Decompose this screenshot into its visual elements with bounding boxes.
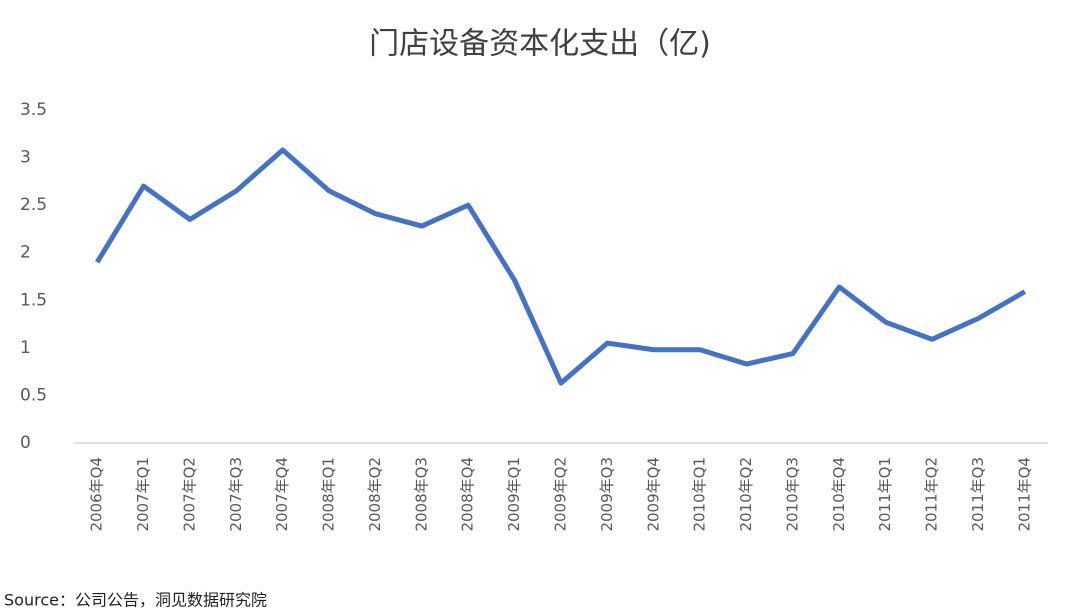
x-tick-label: 2009年Q3 — [598, 457, 616, 532]
data-line — [95, 147, 1027, 386]
x-tick-label: 2010年Q1 — [691, 457, 709, 532]
y-tick-label: 3 — [20, 148, 31, 168]
y-tick-label: 0 — [20, 433, 31, 453]
x-tick-label: 2011年Q1 — [876, 457, 894, 532]
y-tick-label: 1 — [20, 338, 31, 358]
x-tick-label: 2009年Q4 — [644, 457, 662, 532]
x-tick-label: 2007年Q3 — [227, 457, 245, 532]
y-tick-label: 0.5 — [20, 385, 47, 405]
x-tick-label: 2008年Q1 — [320, 457, 338, 532]
y-tick-label: 2 — [20, 243, 31, 263]
x-tick-label: 2011年Q3 — [969, 457, 987, 532]
x-tick-label: 2007年Q4 — [273, 457, 291, 532]
x-tick-label: 2009年Q2 — [552, 457, 570, 532]
x-tick-label: 2008年Q2 — [366, 457, 384, 532]
x-tick-label: 2010年Q4 — [830, 457, 848, 532]
x-tick-label: 2010年Q2 — [737, 457, 755, 532]
x-tick-label: 2007年Q2 — [180, 457, 198, 532]
y-tick-label: 2.5 — [20, 195, 47, 215]
y-tick-label: 3.5 — [20, 100, 47, 120]
x-tick-label: 2009年Q1 — [505, 457, 523, 532]
x-tick-label: 2010年Q3 — [783, 457, 801, 532]
x-tick-label: 2011年Q2 — [923, 457, 941, 532]
chart-title: 门店设备资本化支出（亿) — [369, 27, 711, 62]
source-note: Source：公司公告，洞见数据研究院 — [4, 591, 267, 610]
x-tick-label: 2008年Q3 — [412, 457, 430, 532]
x-tick-label: 2011年Q4 — [1015, 457, 1033, 532]
x-tick-label: 2008年Q4 — [459, 457, 477, 532]
x-tick-label: 2007年Q1 — [134, 457, 152, 532]
y-tick-label: 1.5 — [20, 290, 47, 310]
x-tick-label: 2006年Q4 — [88, 457, 106, 532]
